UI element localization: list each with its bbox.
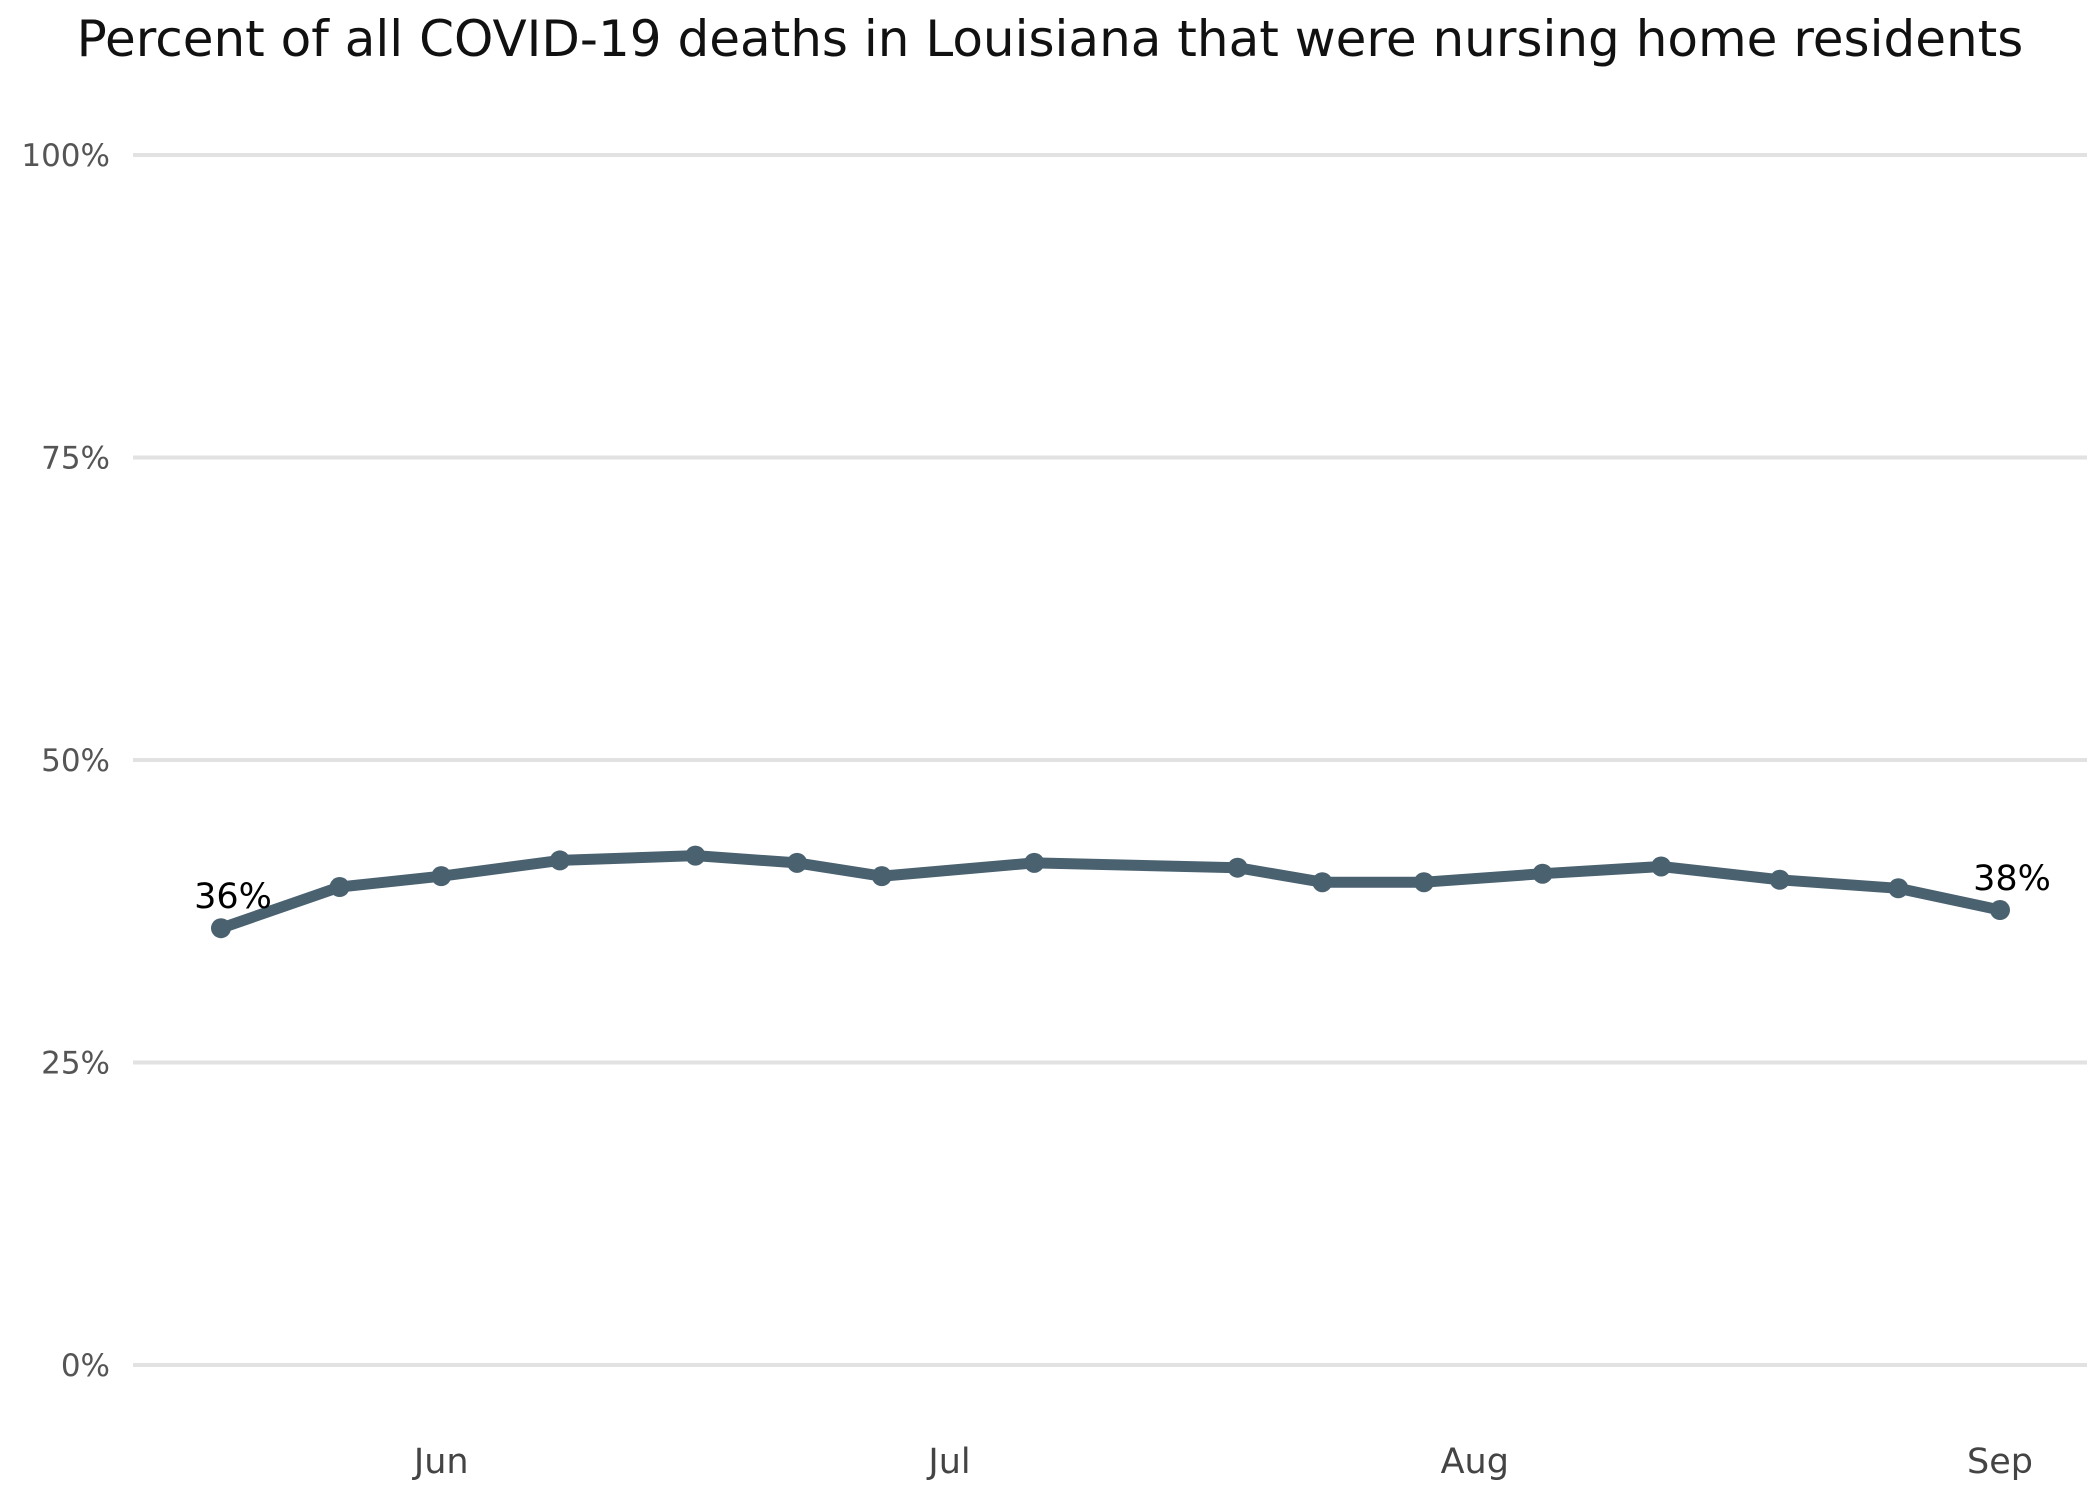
data-point-15 [1990,900,2010,921]
x-tick-label: Jun [412,1442,469,1482]
series-line-0 [215,850,2006,934]
data-point-11 [1532,863,1553,884]
data-point-3 [549,850,570,871]
data-label: 36% [194,877,272,917]
chart-title: Percent of all COVID-19 deaths in Louisi… [76,10,2024,68]
data-point-2 [431,866,452,887]
data-point-7 [1024,852,1045,873]
data-point-10 [1413,872,1434,893]
data-point-1 [329,877,350,898]
data-labels: 36% 38% [194,859,2051,917]
y-tick-label: 75% [41,441,110,477]
y-tick-label: 25% [41,1046,110,1082]
data-point-12 [1651,856,1672,877]
x-tick-label: Aug [1441,1442,1509,1482]
data-point-8 [1227,857,1248,878]
data-point-0 [211,918,231,939]
y-axis: 0% 25% 50% 75% 100% [21,138,110,1384]
data-point-14 [1888,878,1909,899]
x-axis: Jun Jul Aug Sep [412,1442,2033,1482]
data-point-13 [1769,869,1790,890]
data-point-9 [1312,872,1333,893]
data-point-5 [787,852,808,873]
y-tick-label: 50% [41,743,110,779]
series-layer [211,845,2010,939]
data-label: 38% [1973,859,2051,899]
y-tick-label: 0% [61,1348,110,1384]
grid-lines [133,153,2087,1367]
x-tick-label: Jul [926,1442,970,1482]
data-point-6 [871,866,892,887]
y-tick-label: 100% [21,138,110,174]
x-tick-label: Sep [1967,1442,2033,1482]
data-point-4 [685,845,706,866]
